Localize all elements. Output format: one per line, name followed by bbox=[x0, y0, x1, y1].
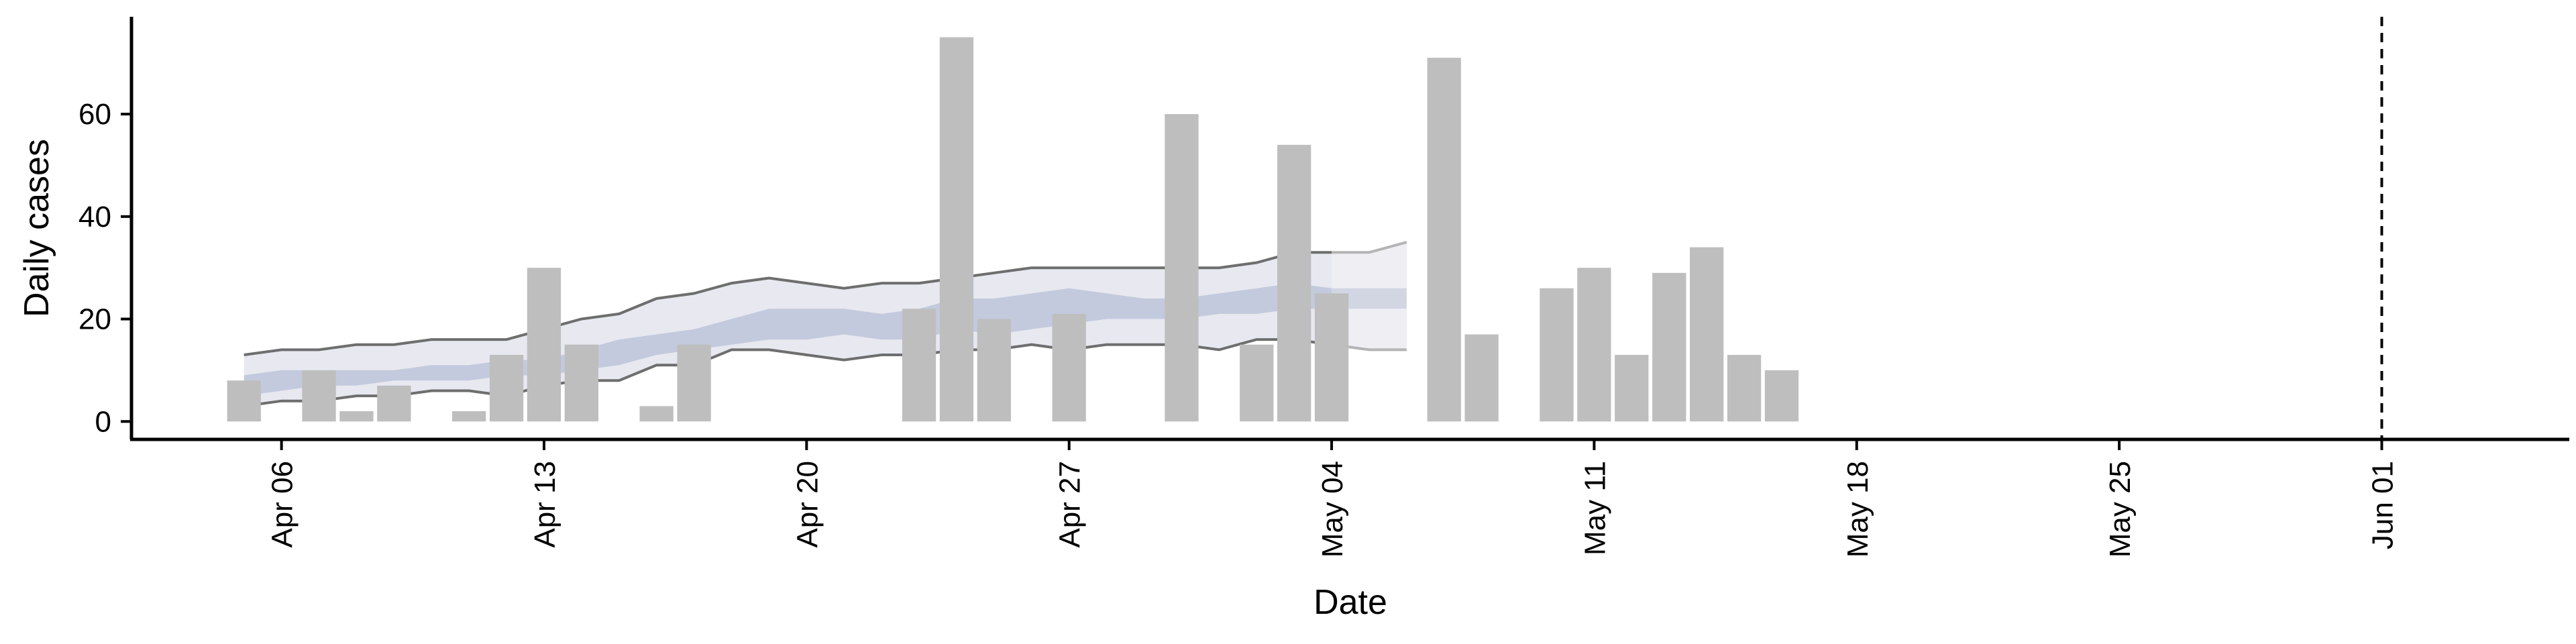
x-tick-label: May 04 bbox=[1316, 461, 1349, 557]
bar bbox=[377, 385, 411, 422]
bar bbox=[639, 406, 674, 422]
bar bbox=[1427, 58, 1461, 422]
bar bbox=[489, 355, 524, 422]
x-tick-label: May 18 bbox=[1841, 461, 1874, 557]
y-tick-label: 40 bbox=[78, 201, 111, 233]
bar bbox=[1764, 370, 1799, 422]
bar bbox=[564, 344, 598, 422]
bar bbox=[939, 37, 974, 422]
bar bbox=[1277, 144, 1311, 422]
bar bbox=[1577, 268, 1611, 422]
bar bbox=[452, 411, 486, 422]
bar bbox=[1165, 114, 1199, 422]
y-axis-ticks: 0 20 40 60 bbox=[78, 98, 131, 438]
y-tick-label: 20 bbox=[78, 303, 111, 336]
bar bbox=[1240, 344, 1274, 422]
outer-band-lower-edge bbox=[244, 338, 1332, 408]
uncertainty-bands bbox=[244, 241, 1407, 408]
x-tick-label: May 25 bbox=[2104, 461, 2137, 557]
bar bbox=[677, 344, 711, 422]
bar bbox=[1314, 293, 1349, 422]
bar bbox=[1540, 288, 1574, 422]
outer-band-upper-edge bbox=[244, 251, 1332, 356]
x-tick-label: Apr 27 bbox=[1054, 461, 1087, 548]
bar bbox=[302, 370, 336, 422]
y-tick-label: 60 bbox=[78, 98, 111, 131]
bars-group bbox=[227, 37, 1799, 422]
bar bbox=[1052, 313, 1086, 422]
bar bbox=[902, 309, 936, 422]
x-tick-label: Apr 13 bbox=[529, 461, 561, 548]
bar bbox=[977, 319, 1011, 422]
bar bbox=[339, 411, 374, 422]
y-tick-label: 0 bbox=[95, 405, 111, 438]
x-axis-ticks: Apr 06 Apr 13 Apr 20 Apr 27 May 04 May 11 May … bbox=[266, 439, 2400, 557]
x-tick-label: May 11 bbox=[1578, 461, 1611, 555]
x-tick-label: Apr 20 bbox=[791, 461, 824, 548]
bar bbox=[1464, 334, 1499, 422]
inner-band-forecast bbox=[1332, 288, 1407, 309]
outer-band-upper-edge-forecast bbox=[1332, 241, 1407, 254]
axes bbox=[129, 17, 2569, 441]
bar bbox=[227, 380, 261, 422]
bar bbox=[1727, 355, 1762, 422]
y-axis-title: Daily cases bbox=[17, 139, 56, 317]
bar bbox=[1615, 355, 1649, 422]
x-tick-label: Apr 06 bbox=[266, 461, 299, 548]
bar bbox=[1690, 247, 1724, 422]
x-tick-label: Jun 01 bbox=[2367, 461, 2400, 549]
x-axis-title: Date bbox=[1313, 583, 1387, 622]
bar bbox=[1652, 272, 1686, 422]
bar bbox=[527, 268, 561, 422]
